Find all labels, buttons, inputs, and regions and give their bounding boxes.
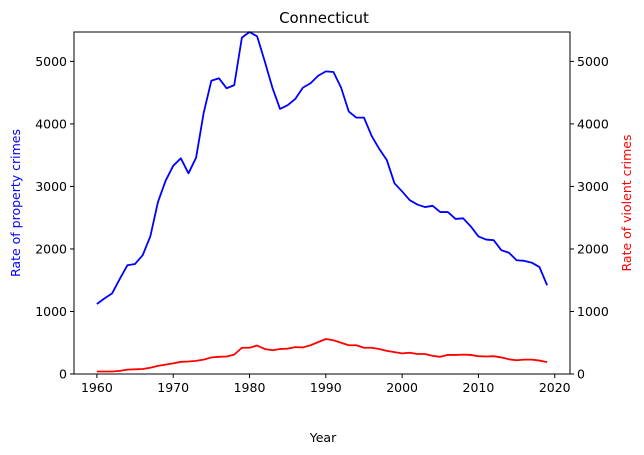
- y-tick-label-left: 4000: [35, 116, 67, 131]
- chart-title: Connecticut: [279, 9, 369, 27]
- property-crime-line: [96, 31, 548, 305]
- x-axis-label: Year: [309, 430, 337, 445]
- y-tick-label-right: 0: [577, 367, 585, 382]
- y-tick-label-right: 4000: [577, 116, 609, 131]
- x-tick-label: 2000: [386, 380, 418, 395]
- violent-crime-line: [96, 338, 548, 373]
- y-tick-label-left: 0: [59, 367, 67, 382]
- y-tick-label-right: 3000: [577, 179, 609, 194]
- x-tick-label: 2010: [463, 380, 495, 395]
- x-tick-label: 1990: [310, 380, 342, 395]
- y-tick-label-left: 2000: [35, 241, 67, 256]
- y-tick-label-left: 5000: [35, 54, 67, 69]
- y-tick-label-right: 5000: [577, 54, 609, 69]
- x-tick-label: 2020: [539, 380, 571, 395]
- y-axis-label-left: Rate of property crimes: [8, 129, 23, 277]
- x-tick-label: 1970: [157, 380, 189, 395]
- x-tick-label: 1980: [234, 380, 266, 395]
- y-tick-label-right: 1000: [577, 304, 609, 319]
- y-tick-label-right: 2000: [577, 241, 609, 256]
- y-tick-label-left: 3000: [35, 179, 67, 194]
- y-tick-label-left: 1000: [35, 304, 67, 319]
- x-tick-label: 1960: [81, 380, 113, 395]
- plot-frame: [73, 31, 571, 375]
- axes: 1960 1970 1980 1990 2000 2010 2020 0 0 1000 1000 20…: [35, 31, 609, 395]
- y-axis-label-right: Rate of violent crimes: [619, 135, 634, 272]
- plot-lines: [96, 31, 548, 373]
